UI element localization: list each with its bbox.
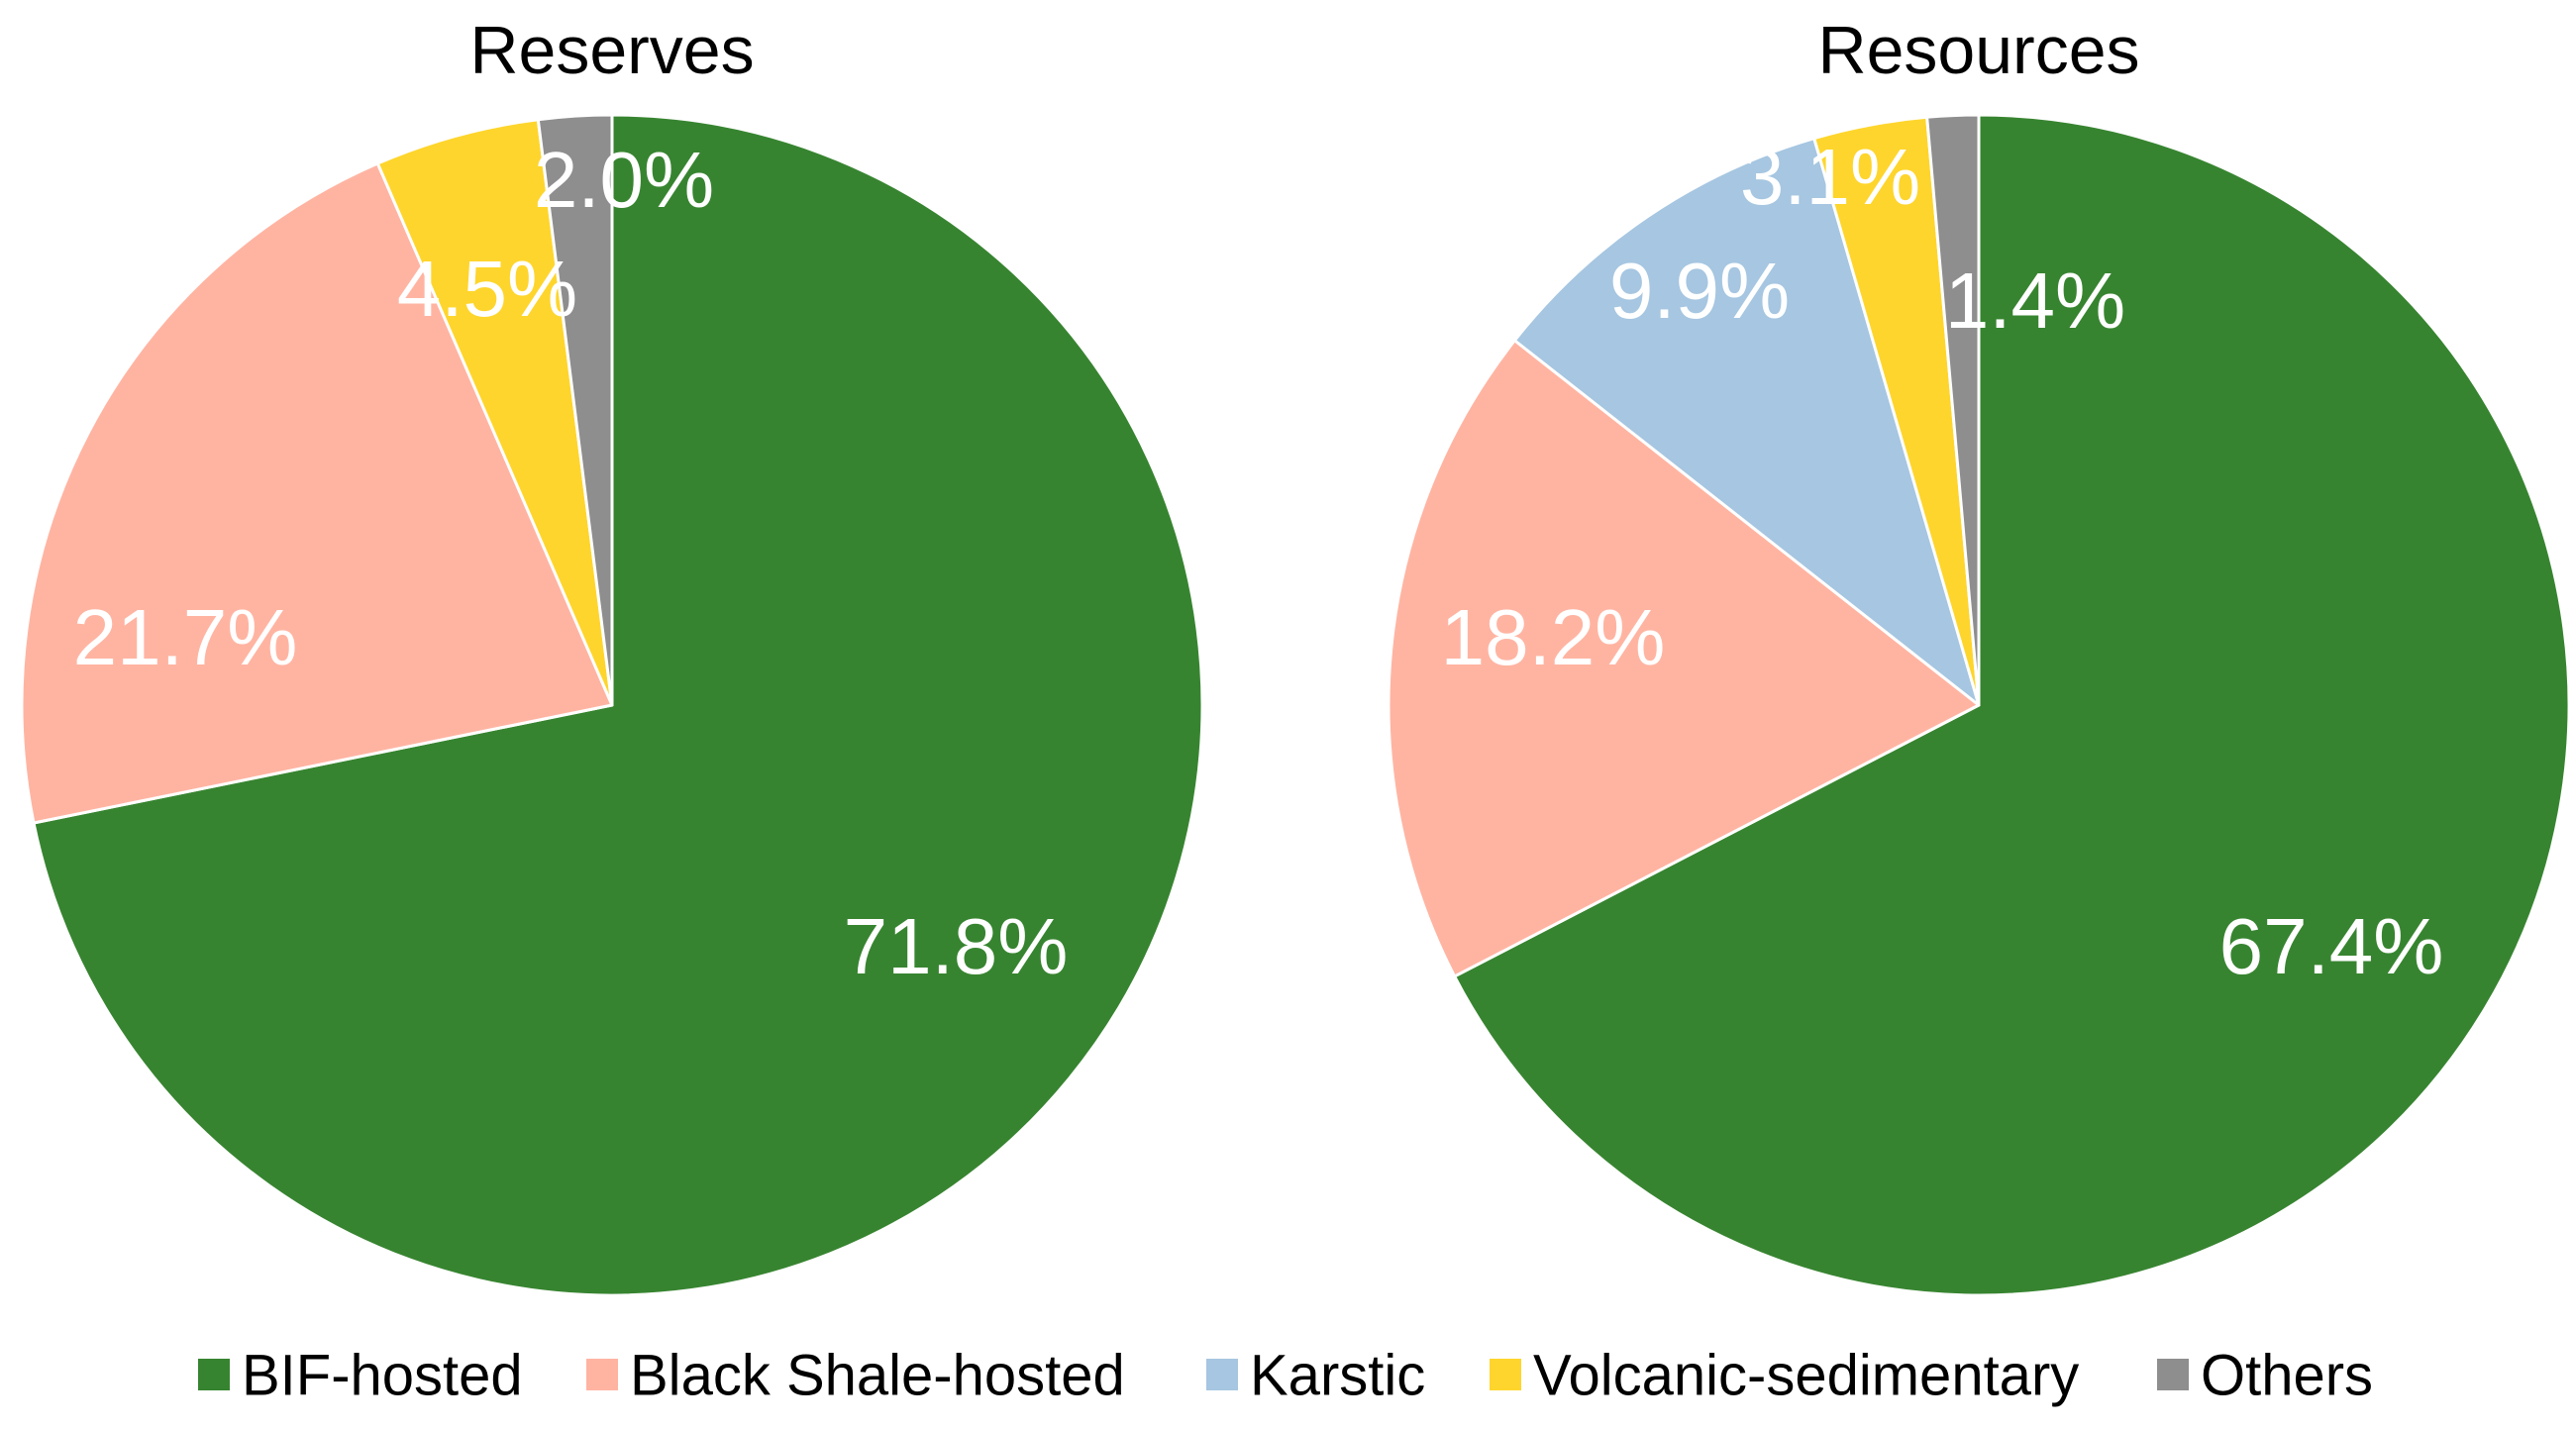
- legend-swatch-bif-hosted: [198, 1359, 230, 1390]
- pie-slice-resources-others: [1925, 113, 1981, 707]
- slice-label-resources-bif-hosted: 67.4%: [2219, 902, 2444, 990]
- legend-item-volcanic-sedimentary: Volcanic-sedimentary: [1490, 1343, 2079, 1407]
- legend-item-others: Others: [2157, 1343, 2373, 1407]
- pie-slice-reserves-others: [536, 113, 614, 707]
- slice-label-resources-black-shale-hosted: 18.2%: [1441, 593, 1666, 681]
- slice-label-resources-karstic: 9.9%: [1609, 247, 1790, 335]
- legend: BIF-hosted Black Shale-hosted Karstic Volca…: [198, 1343, 2373, 1407]
- slice-label-resources-others: 1.4%: [1945, 256, 2125, 345]
- slice-label-reserves-bif-hosted: 71.8%: [844, 902, 1069, 990]
- slice-label-reserves-black-shale-hosted: 21.7%: [73, 593, 298, 681]
- legend-label-others: Others: [2201, 1343, 2373, 1407]
- chart-title-resources: Resources: [1817, 13, 2139, 88]
- slice-label-resources-volcanic-sedimentary: 3.1%: [1740, 133, 1920, 221]
- pie-slice-resources-bif-hosted: [1453, 113, 2571, 1297]
- pie-chart-reserves: Reserves 71.8% 21.7% 4.5% 2.0%: [20, 13, 1204, 1297]
- pie-slice-reserves-volcanic-sedimentary: [375, 118, 614, 707]
- legend-item-black-shale-hosted: Black Shale-hosted: [586, 1343, 1125, 1407]
- legend-swatch-karstic: [1206, 1359, 1238, 1390]
- legend-item-karstic: Karstic: [1206, 1343, 1425, 1407]
- legend-label-karstic: Karstic: [1250, 1343, 1425, 1407]
- legend-label-black-shale-hosted: Black Shale-hosted: [630, 1343, 1125, 1407]
- legend-item-bif-hosted: BIF-hosted: [198, 1343, 523, 1407]
- pie-slice-resources-black-shale-hosted: [1387, 339, 1981, 978]
- pie-chart-resources: Resources 67.4% 18.2% 9.9% 3.1% 1.4%: [1387, 13, 2571, 1297]
- pie-slice-reserves-black-shale-hosted: [20, 161, 614, 825]
- legend-swatch-volcanic-sedimentary: [1490, 1359, 1521, 1390]
- slice-label-reserves-others: 2.0%: [534, 136, 714, 224]
- legend-swatch-black-shale-hosted: [586, 1359, 618, 1390]
- slice-label-reserves-volcanic-sedimentary: 4.5%: [397, 245, 577, 333]
- legend-label-volcanic-sedimentary: Volcanic-sedimentary: [1533, 1343, 2079, 1407]
- chart-title-reserves: Reserves: [469, 13, 754, 88]
- legend-swatch-others: [2157, 1359, 2189, 1390]
- pie-slice-reserves-bif-hosted: [32, 113, 1204, 1297]
- legend-label-bif-hosted: BIF-hosted: [242, 1343, 523, 1407]
- pie-slice-resources-karstic: [1512, 137, 1981, 707]
